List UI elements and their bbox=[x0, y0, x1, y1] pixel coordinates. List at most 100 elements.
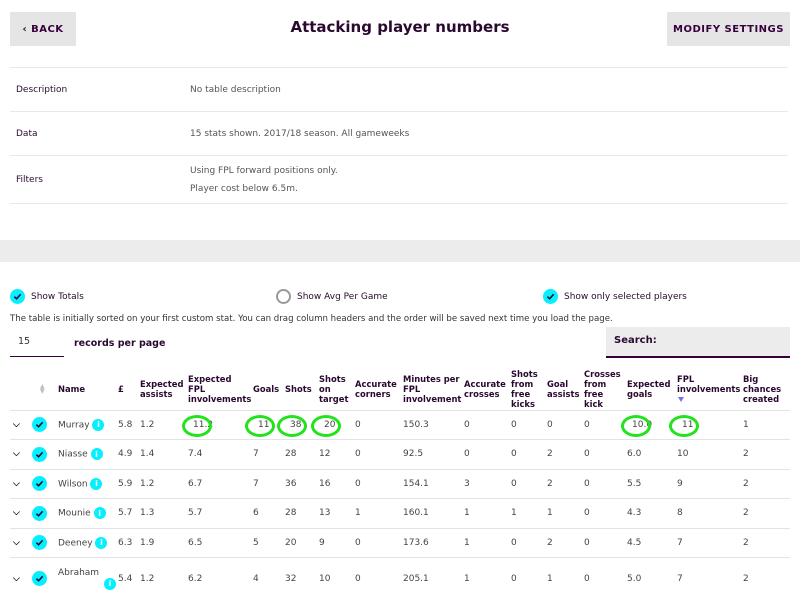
expand-cell[interactable]: ⌵ bbox=[10, 498, 32, 528]
col-xa[interactable]: Expected assists bbox=[140, 368, 188, 410]
table-row[interactable]: ⌵ Murray i 5.8 1.2 11.2 11 38 20 0 150.3 0 0 0 0 10.0 1… bbox=[10, 409, 790, 440]
cell-sfk: 0 bbox=[511, 409, 547, 440]
chevron-down-icon[interactable]: ⌵ bbox=[13, 478, 20, 489]
row-checked-icon[interactable] bbox=[32, 535, 47, 551]
col-fpl[interactable]: FPL involvements bbox=[677, 368, 743, 410]
col-label-line: assists bbox=[547, 388, 580, 399]
show-selected-option[interactable]: Show only selected players bbox=[543, 289, 687, 304]
cell-price: 4.9 bbox=[118, 439, 140, 469]
row-checked-icon[interactable] bbox=[32, 571, 47, 587]
table-row[interactable]: ⌵ Mounie i 5.7 1.3 5.7 6 28 13 1 160.1 1 1 1 0 4.3 8 2 bbox=[10, 498, 790, 528]
cell-value: 1.2 bbox=[140, 478, 155, 489]
cell-value: 9 bbox=[677, 478, 683, 489]
cell-sfk: 0 bbox=[511, 468, 547, 499]
col-ga[interactable]: Goal assists bbox=[547, 368, 584, 410]
meta-key: Data bbox=[16, 128, 38, 139]
col-label-line: from bbox=[584, 378, 607, 389]
col-select: ▲ ▼ bbox=[32, 368, 58, 410]
table-row[interactable]: ⌵ Wilson i 5.9 1.2 6.7 7 36 16 0 154.1 3 0 2 0 5.5 9 2 bbox=[10, 468, 790, 499]
cell-value: 0 bbox=[584, 508, 590, 519]
cell-corners: 0 bbox=[355, 409, 403, 440]
meta-value: Using FPL forward positions only. Player… bbox=[190, 166, 338, 194]
expand-cell[interactable]: ⌵ bbox=[10, 527, 32, 558]
chevron-down-icon[interactable]: ⌵ bbox=[13, 537, 20, 548]
col-bcc[interactable]: Big chances created bbox=[743, 368, 790, 410]
expand-cell[interactable]: ⌵ bbox=[10, 468, 32, 499]
table-row[interactable]: ⌵ Niasse i 4.9 1.4 7.4 7 28 12 0 92.5 0 0 2 0 6.0 10 2 bbox=[10, 439, 790, 469]
table-meta: Description No table description Data 15… bbox=[10, 67, 788, 204]
info-icon[interactable]: i bbox=[90, 477, 103, 490]
player-name-cell[interactable]: Abraham i bbox=[58, 557, 118, 600]
cell-value: 1 bbox=[547, 573, 553, 584]
cell-fpl: 9 bbox=[677, 468, 743, 499]
col-mins[interactable]: Minutes per FPL involvement bbox=[403, 368, 464, 410]
select-cell[interactable] bbox=[32, 498, 58, 528]
col-sot[interactable]: Shots on target bbox=[319, 368, 355, 410]
player-name-cell[interactable]: Wilson i bbox=[58, 468, 118, 499]
col-goals[interactable]: Goals bbox=[253, 368, 285, 410]
cell-value: 0 bbox=[511, 419, 517, 430]
expand-cell[interactable]: ⌵ bbox=[10, 409, 32, 440]
cell-value: 0 bbox=[584, 478, 590, 489]
select-cell[interactable] bbox=[32, 557, 58, 600]
col-cfk[interactable]: Crosses from free kick bbox=[584, 368, 627, 410]
cell-xfpl: 6.5 bbox=[188, 527, 253, 558]
player-name-cell[interactable]: Deeney i bbox=[58, 527, 118, 558]
info-icon[interactable]: i bbox=[95, 536, 108, 549]
col-label-line: Minutes per bbox=[403, 373, 460, 384]
select-cell[interactable] bbox=[32, 527, 58, 558]
records-input[interactable]: 15 bbox=[10, 330, 64, 357]
table-row[interactable]: ⌵ Deeney i 6.3 1.9 6.5 5 20 9 0 173.6 1 0 2 0 4.5 7 2 bbox=[10, 527, 790, 558]
row-checked-icon[interactable] bbox=[32, 417, 47, 433]
cell-shots: 28 bbox=[285, 439, 319, 469]
info-icon[interactable]: i bbox=[90, 448, 103, 461]
cell-value: 1.3 bbox=[140, 508, 155, 519]
chevron-down-icon[interactable]: ⌵ bbox=[13, 449, 20, 460]
info-icon[interactable]: i bbox=[93, 507, 106, 520]
col-price[interactable]: £ bbox=[118, 368, 140, 410]
col-sfk[interactable]: Shots from free kicks bbox=[511, 368, 547, 410]
cell-sfk: 0 bbox=[511, 557, 547, 600]
cell-value: 0 bbox=[547, 419, 553, 430]
col-shots[interactable]: Shots bbox=[285, 368, 319, 410]
chevron-down-icon[interactable]: ⌵ bbox=[13, 508, 20, 519]
player-name-cell[interactable]: Niasse i bbox=[58, 439, 118, 469]
col-name[interactable]: Name bbox=[58, 368, 118, 410]
col-label: £ bbox=[118, 383, 124, 394]
col-xfpl[interactable]: Expected FPL involvements bbox=[188, 368, 253, 410]
col-label: Crosses from free kick bbox=[584, 369, 621, 409]
table-header-row: ▲ ▼ Name £ Expected assists Expected FPL inv… bbox=[10, 368, 790, 410]
cell-value: 0 bbox=[464, 419, 470, 430]
show-avg-option[interactable]: Show Avg Per Game bbox=[276, 289, 388, 304]
cell-value: 5.7 bbox=[118, 508, 133, 519]
show-totals-option[interactable]: Show Totals bbox=[10, 289, 84, 304]
expand-cell[interactable]: ⌵ bbox=[10, 439, 32, 469]
select-cell[interactable] bbox=[32, 439, 58, 469]
row-checked-icon[interactable] bbox=[32, 476, 47, 492]
col-xg[interactable]: Expected goals bbox=[627, 368, 677, 410]
back-button[interactable]: ‹ BACK bbox=[10, 12, 76, 46]
chevron-down-icon[interactable]: ⌵ bbox=[13, 573, 20, 584]
cell-value: 2 bbox=[743, 573, 749, 584]
col-label-line: Expected bbox=[140, 378, 184, 389]
cell-price: 6.3 bbox=[118, 527, 140, 558]
player-name-cell[interactable]: Mounie i bbox=[58, 498, 118, 528]
sort-icon[interactable]: ▲ ▼ bbox=[40, 383, 45, 395]
info-icon[interactable]: i bbox=[92, 418, 105, 431]
cell-value: 32 bbox=[285, 573, 297, 584]
row-checked-icon[interactable] bbox=[32, 505, 47, 521]
player-name-cell[interactable]: Murray i bbox=[58, 409, 118, 440]
col-corners[interactable]: Accurate corners bbox=[355, 368, 403, 410]
cell-shots: 20 bbox=[285, 527, 319, 558]
select-cell[interactable] bbox=[32, 409, 58, 440]
col-crosses[interactable]: Accurate crosses bbox=[464, 368, 511, 410]
chevron-down-icon[interactable]: ⌵ bbox=[13, 419, 20, 430]
select-cell[interactable] bbox=[32, 468, 58, 499]
col-label: Goal assists bbox=[547, 379, 579, 399]
info-icon[interactable]: i bbox=[104, 577, 116, 590]
search-input[interactable]: Search: bbox=[606, 327, 790, 358]
row-checked-icon[interactable] bbox=[32, 446, 47, 462]
expand-cell[interactable]: ⌵ bbox=[10, 557, 32, 600]
table-row[interactable]: ⌵ Abraham i 5.4 1.2 6.2 4 32 10 0 205.1 1 0 1 0 5.0 7 2 bbox=[10, 557, 790, 600]
modify-settings-button[interactable]: MODIFY SETTINGS bbox=[667, 12, 790, 46]
